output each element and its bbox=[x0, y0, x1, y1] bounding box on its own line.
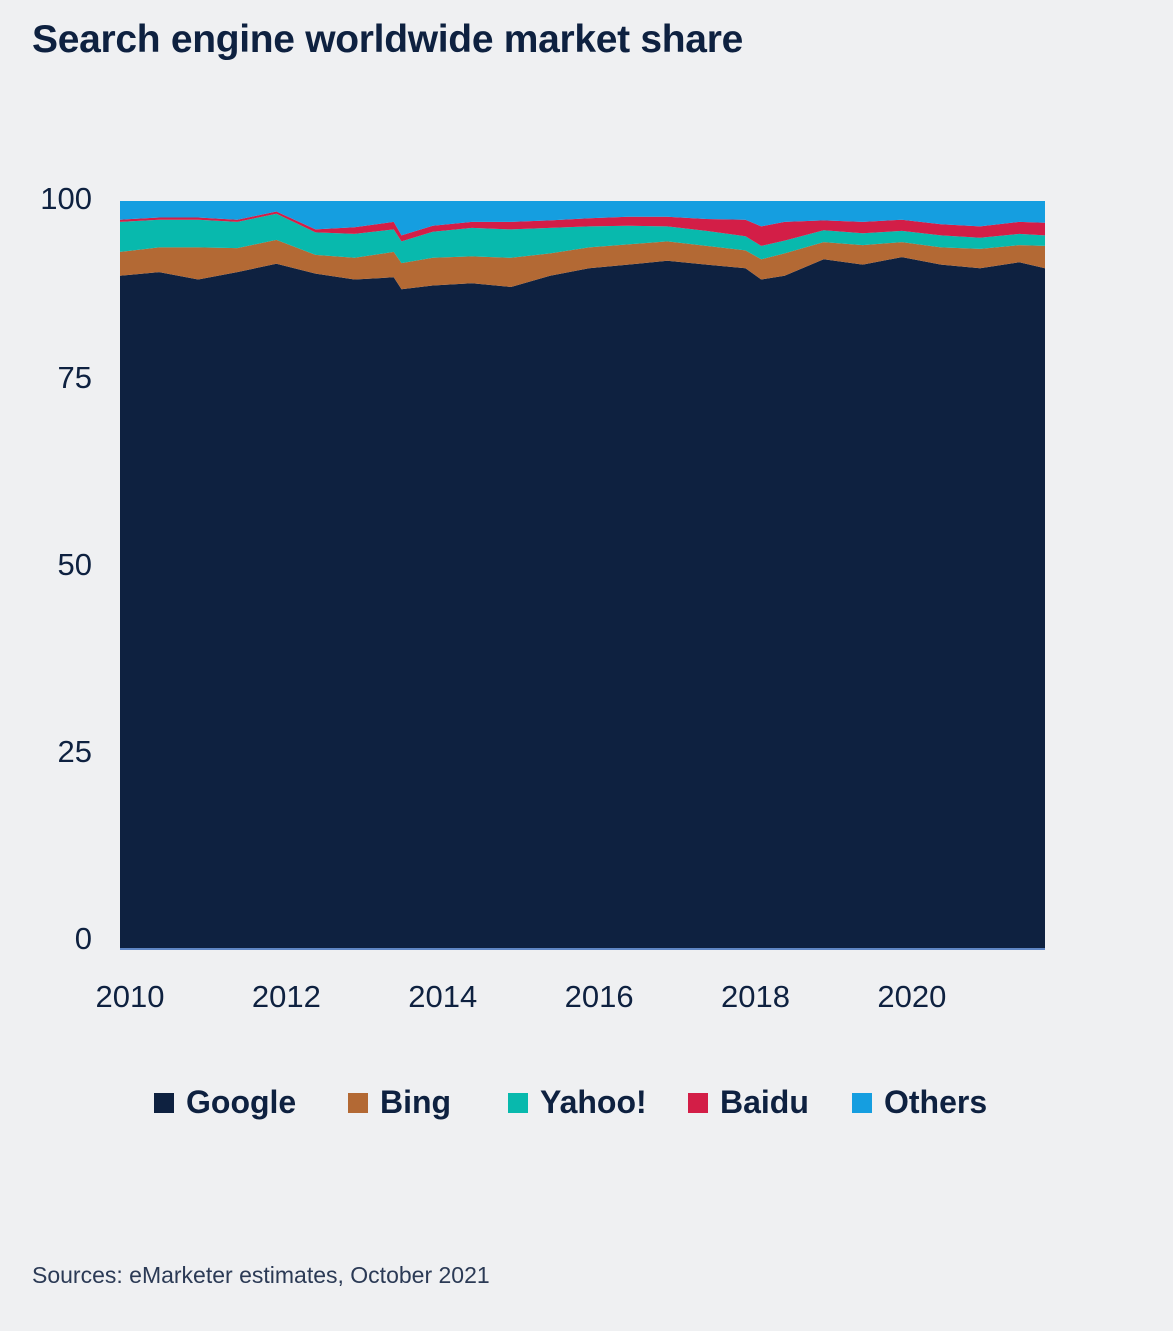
legend-item-baidu: Baidu bbox=[688, 1084, 809, 1121]
stacked-area-chart: 0 25 50 75 100 2010 2012 2014 2016 2018 2020 bbox=[40, 181, 1045, 1014]
x-tick-labels: 2010 2012 2014 2016 2018 2020 bbox=[96, 979, 947, 1014]
legend-item-bing: Bing bbox=[348, 1084, 451, 1121]
area-yahoo bbox=[120, 213, 1045, 264]
y-tick-labels: 0 25 50 75 100 bbox=[40, 181, 92, 956]
legend-label: Baidu bbox=[720, 1084, 809, 1120]
area-google bbox=[120, 257, 1045, 950]
x-tick-label: 2020 bbox=[877, 979, 946, 1014]
y-tick-label: 25 bbox=[58, 734, 92, 769]
x-tick-label: 2010 bbox=[96, 979, 165, 1014]
legend-swatch bbox=[348, 1092, 368, 1113]
legend-label: Others bbox=[884, 1084, 988, 1120]
area-baidu bbox=[120, 211, 1045, 246]
area-series-group bbox=[120, 201, 1045, 950]
chart-title: Search engine worldwide market share bbox=[32, 18, 743, 61]
x-tick-label: 2016 bbox=[565, 979, 634, 1014]
x-tick-label: 2014 bbox=[408, 979, 477, 1014]
x-tick-label: 2012 bbox=[252, 979, 321, 1014]
area-others bbox=[120, 201, 1045, 236]
y-tick-label: 50 bbox=[58, 547, 92, 582]
y-tick-label: 100 bbox=[40, 181, 92, 216]
legend-label: Bing bbox=[380, 1084, 452, 1120]
legend-swatch bbox=[852, 1092, 872, 1113]
legend-label: Google bbox=[186, 1084, 297, 1120]
legend: Google Bing Yahoo! Baidu Others bbox=[0, 1084, 1173, 1124]
legend-swatch bbox=[154, 1092, 174, 1113]
legend-item-google: Google bbox=[154, 1084, 296, 1121]
legend-swatch bbox=[688, 1092, 708, 1113]
legend-item-others: Others bbox=[852, 1084, 987, 1121]
legend-label: Yahoo! bbox=[540, 1084, 647, 1120]
source-note: Sources: eMarketer estimates, October 20… bbox=[32, 1262, 490, 1288]
area-bing bbox=[120, 239, 1045, 290]
y-tick-label: 75 bbox=[58, 360, 92, 395]
legend-swatch bbox=[508, 1092, 528, 1113]
x-tick-label: 2018 bbox=[721, 979, 790, 1014]
y-tick-label: 0 bbox=[75, 921, 92, 956]
legend-item-yahoo: Yahoo! bbox=[508, 1084, 647, 1121]
